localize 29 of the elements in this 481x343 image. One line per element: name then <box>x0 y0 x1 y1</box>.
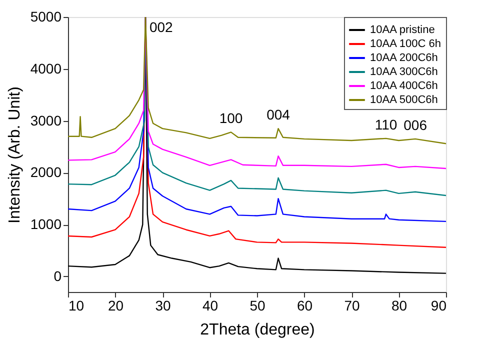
annotation: 100 <box>219 110 243 126</box>
annotation: 004 <box>266 106 290 123</box>
y-tick-label: 4000 <box>30 60 62 76</box>
y-tick-label: 2000 <box>30 164 62 180</box>
y-tick-label: 1000 <box>30 216 62 232</box>
legend-label: 10AA 300C6h <box>370 66 438 78</box>
x-tick-label: 10 <box>68 298 84 314</box>
legend-label: 10AA pristine <box>370 24 435 36</box>
x-tick-label: 60 <box>296 298 313 314</box>
x-tick-label: 90 <box>430 298 447 314</box>
x-tick-label: 50 <box>250 298 266 314</box>
x-axis-title: 2Theta (degree) <box>200 322 315 338</box>
annotation: 002 <box>149 19 174 35</box>
legend-label: 10AA 400C6h <box>370 80 438 92</box>
y-tick-label: 0 <box>54 268 62 284</box>
x-tick-label: 30 <box>155 298 171 314</box>
legend-label: 10AA 500C6h <box>370 94 438 106</box>
y-axis-title: Intensity (Arb. Unit) <box>6 86 24 224</box>
y-tick-label: 5000 <box>30 8 62 24</box>
x-tick-label: 20 <box>108 298 124 314</box>
y-tick-label: 3000 <box>30 112 62 128</box>
legend-label: 10AA 200C6h <box>370 52 438 64</box>
legend-label: 10AA 100C 6h <box>370 38 441 50</box>
annotation: 006 <box>404 116 428 133</box>
x-tick-label: 70 <box>344 298 360 314</box>
x-tick-label: 80 <box>391 298 408 314</box>
x-tick-label: 40 <box>202 298 218 314</box>
annotation: 110 <box>374 116 398 132</box>
line-series <box>68 17 446 144</box>
